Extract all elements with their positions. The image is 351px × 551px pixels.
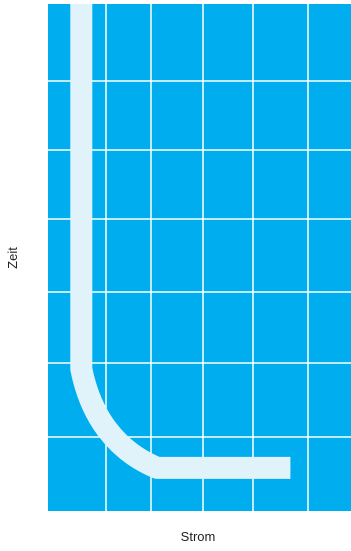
x-axis-label: Strom (181, 529, 216, 544)
characteristic-band (70, 4, 291, 479)
plot-background (48, 4, 351, 511)
y-axis-label: Zeit (5, 247, 20, 269)
horizontal-gridlines (48, 80, 351, 438)
